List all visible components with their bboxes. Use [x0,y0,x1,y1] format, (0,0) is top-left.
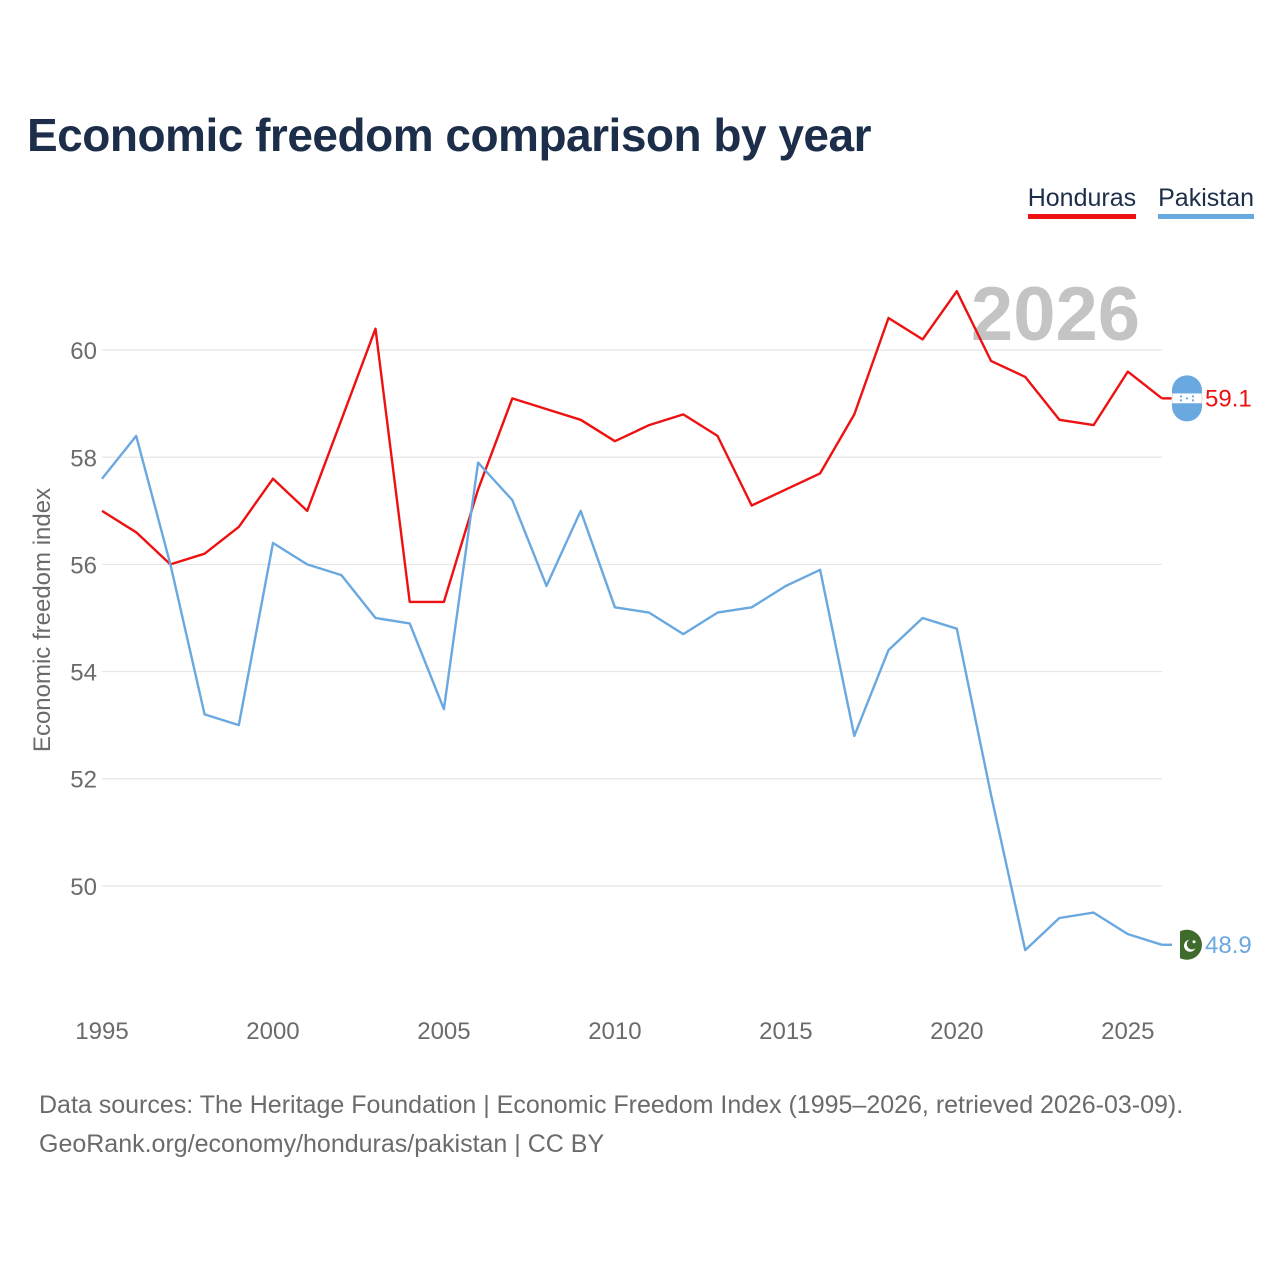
line-chart: 2026 50 52 54 56 58 60 1995 2000 2005 2010 2015 20… [29,272,1252,1045]
chart-title: Economic freedom comparison by year [27,109,872,161]
y-tick-label: 58 [70,445,97,472]
end-value-label-honduras: 59.1 [1205,385,1252,412]
source-line: Data sources: The Heritage Foundation | … [39,1091,1184,1119]
y-tick-label: 52 [70,767,97,794]
end-markers: 59.1 48.9 [1162,375,1252,960]
y-axis-ticks: 50 52 54 56 58 60 [70,338,97,901]
legend-item-pakistan[interactable]: Pakistan [1158,184,1254,219]
grid-lines [102,349,1162,887]
x-tick-label: 2010 [588,1018,641,1045]
series-line-pakistan[interactable] [101,434,1163,952]
footer: Data sources: The Heritage Foundation | … [39,1086,1183,1164]
y-tick-label: 56 [70,552,97,579]
x-axis-ticks: 1995 2000 2005 2010 2015 2020 2025 [75,1018,1154,1045]
url-line: GeoRank.org/economy/honduras/pakistan | … [39,1130,605,1158]
series-lines [101,290,1163,952]
x-tick-label: 2020 [930,1018,983,1045]
y-tick-label: 50 [70,874,97,901]
series-line-honduras[interactable] [101,290,1163,604]
legend: Honduras Pakistan [1027,184,1254,219]
honduras-flag-icon [1171,375,1203,422]
x-tick-label: 2005 [417,1018,470,1045]
year-watermark: 2026 [971,272,1140,357]
end-value-label-pakistan: 48.9 [1205,932,1252,959]
y-axis-label: Economic freedom index [29,488,56,752]
y-tick-label: 54 [70,660,97,687]
y-tick-label: 60 [70,338,97,365]
x-tick-label: 2015 [759,1018,812,1045]
legend-item-honduras[interactable]: Honduras [1027,184,1137,219]
x-tick-label: 2025 [1101,1018,1154,1045]
x-tick-label: 1995 [75,1018,128,1045]
x-tick-label: 2000 [246,1018,299,1045]
pakistan-flag-icon [1172,929,1202,960]
